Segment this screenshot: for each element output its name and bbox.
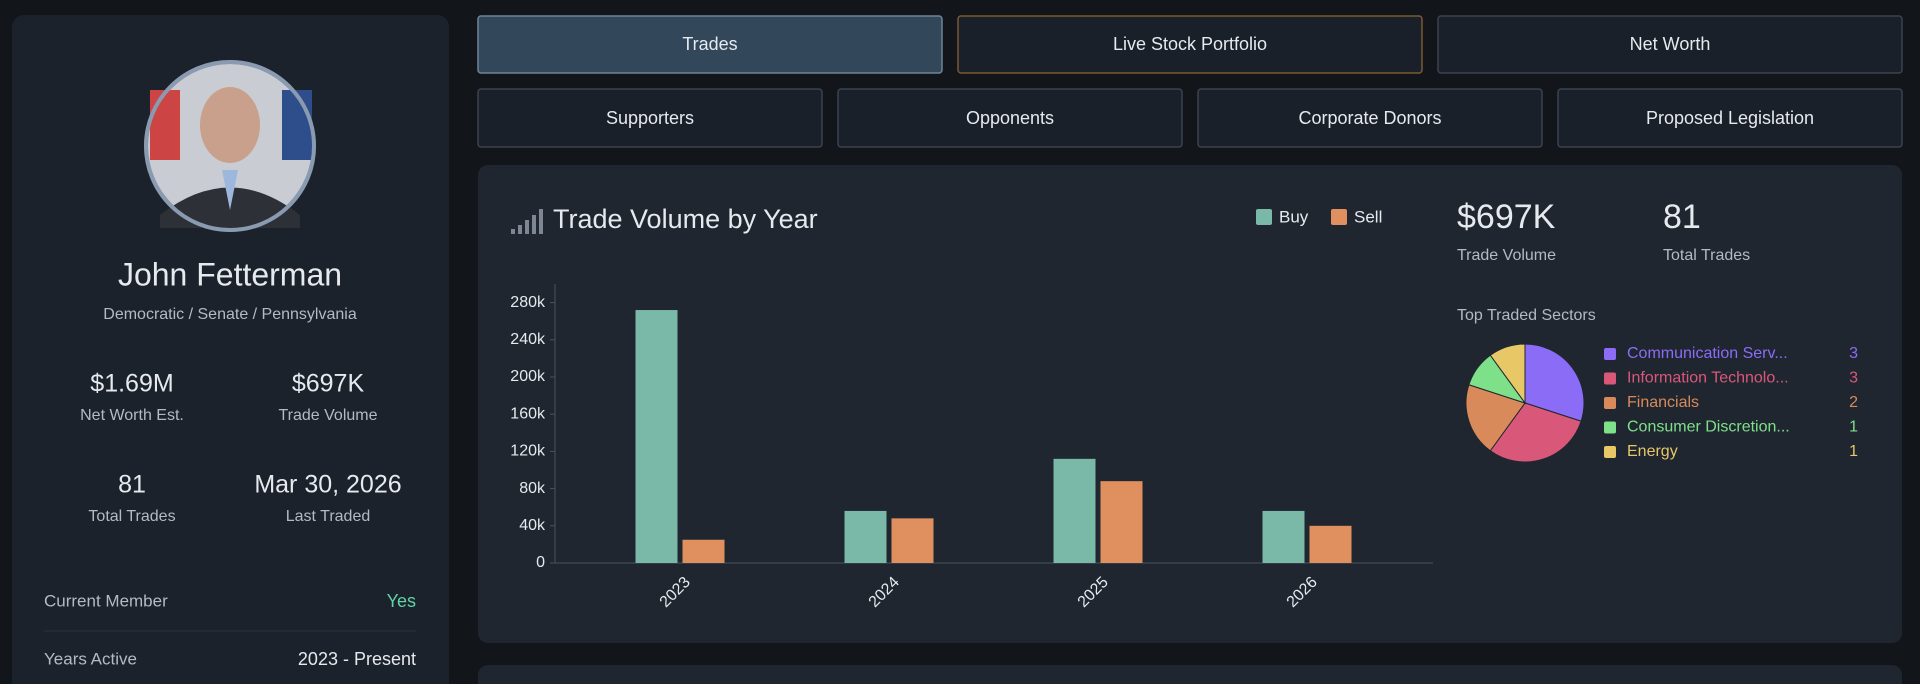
tab[interactable]: Net Worth [1437, 15, 1903, 74]
profile-subtitle: Democratic / Senate / Pennsylvania [103, 306, 357, 323]
detail-value: 2023 - Present [298, 649, 416, 669]
bar [1053, 458, 1096, 563]
tab[interactable]: Proposed Legislation [1557, 88, 1903, 148]
chart-panel [478, 165, 1902, 643]
stat-label: Total Trades [88, 508, 175, 525]
tab-label[interactable]: Corporate Donors [1298, 108, 1441, 128]
next-panel [478, 665, 1902, 684]
profile-panel [12, 15, 449, 684]
legend-label: Sell [1354, 207, 1382, 226]
pie-slice [1489, 402, 1582, 463]
detail-value: Yes [387, 591, 416, 611]
pie-slice [1489, 343, 1526, 405]
chart-title: Trade Volume by Year [553, 204, 818, 234]
bar [1262, 510, 1305, 563]
legend-swatch [1604, 372, 1616, 385]
tab[interactable]: Live Stock Portfolio [957, 15, 1423, 74]
legend-swatch [1331, 209, 1347, 225]
summary-value: $697K [1457, 198, 1556, 236]
tab-label[interactable]: Net Worth [1630, 34, 1711, 54]
pie-value: 2 [1849, 394, 1858, 411]
tab[interactable]: Trades [477, 15, 943, 74]
stat-value: $1.69M [90, 370, 173, 398]
tab[interactable]: Supporters [477, 88, 823, 148]
legend-label: Consumer Discretion... [1627, 419, 1790, 436]
y-tick-label: 80k [519, 480, 546, 497]
detail-label: Years Active [44, 649, 137, 668]
bar [682, 539, 725, 563]
stat-label: Last Traded [286, 508, 371, 525]
pie-value: 1 [1849, 419, 1858, 436]
tab[interactable]: Corporate Donors [1197, 88, 1543, 148]
pie-slice [1465, 384, 1526, 452]
tab-label[interactable]: Live Stock Portfolio [1113, 34, 1267, 54]
bar [891, 518, 934, 563]
profile-name: John Fetterman [118, 256, 342, 292]
tab-label[interactable]: Trades [682, 34, 737, 54]
summary-label: Total Trades [1663, 247, 1750, 264]
y-tick-label: 200k [510, 368, 546, 385]
stat-value: $697K [292, 370, 365, 398]
legend-swatch [1604, 446, 1616, 458]
legend-swatch [1604, 421, 1616, 434]
y-tick-label: 40k [519, 517, 546, 534]
bar [1100, 481, 1143, 563]
pie-slice [1524, 343, 1585, 422]
stat-value: 81 [118, 471, 146, 499]
y-tick-label: 120k [510, 443, 546, 460]
legend-swatch [1256, 209, 1272, 225]
chart-icon [511, 209, 543, 234]
pie-value: 3 [1849, 370, 1858, 387]
tab-label[interactable]: Supporters [606, 108, 694, 128]
legend-label: Buy [1279, 207, 1309, 226]
pie-title: Top Traded Sectors [1457, 307, 1596, 324]
summary-value: 81 [1663, 198, 1701, 236]
tab-label[interactable]: Opponents [966, 108, 1054, 128]
legend-swatch [1604, 397, 1616, 409]
tab-label[interactable]: Proposed Legislation [1646, 108, 1814, 128]
legend-swatch [1604, 348, 1616, 360]
stat-value: Mar 30, 2026 [254, 471, 401, 499]
y-tick-label: 240k [510, 331, 546, 348]
stat-label: Net Worth Est. [80, 407, 184, 424]
y-tick-label: 0 [536, 554, 545, 571]
bar [635, 310, 678, 563]
stat-label: Trade Volume [278, 407, 377, 424]
avatar [144, 60, 316, 232]
pie-value: 1 [1849, 443, 1858, 460]
y-tick-label: 280k [510, 294, 546, 311]
legend-label: Energy [1627, 443, 1678, 460]
bar [844, 510, 887, 563]
legend-label: Financials [1627, 394, 1699, 411]
legend-label: Communication Serv... [1627, 345, 1788, 362]
summary-label: Trade Volume [1457, 247, 1556, 264]
tab[interactable]: Opponents [837, 88, 1183, 148]
bar [1309, 525, 1352, 563]
y-tick-label: 160k [510, 405, 546, 422]
legend-label: Information Technolo... [1627, 370, 1789, 387]
detail-label: Current Member [44, 591, 168, 610]
pie-value: 3 [1849, 345, 1858, 362]
